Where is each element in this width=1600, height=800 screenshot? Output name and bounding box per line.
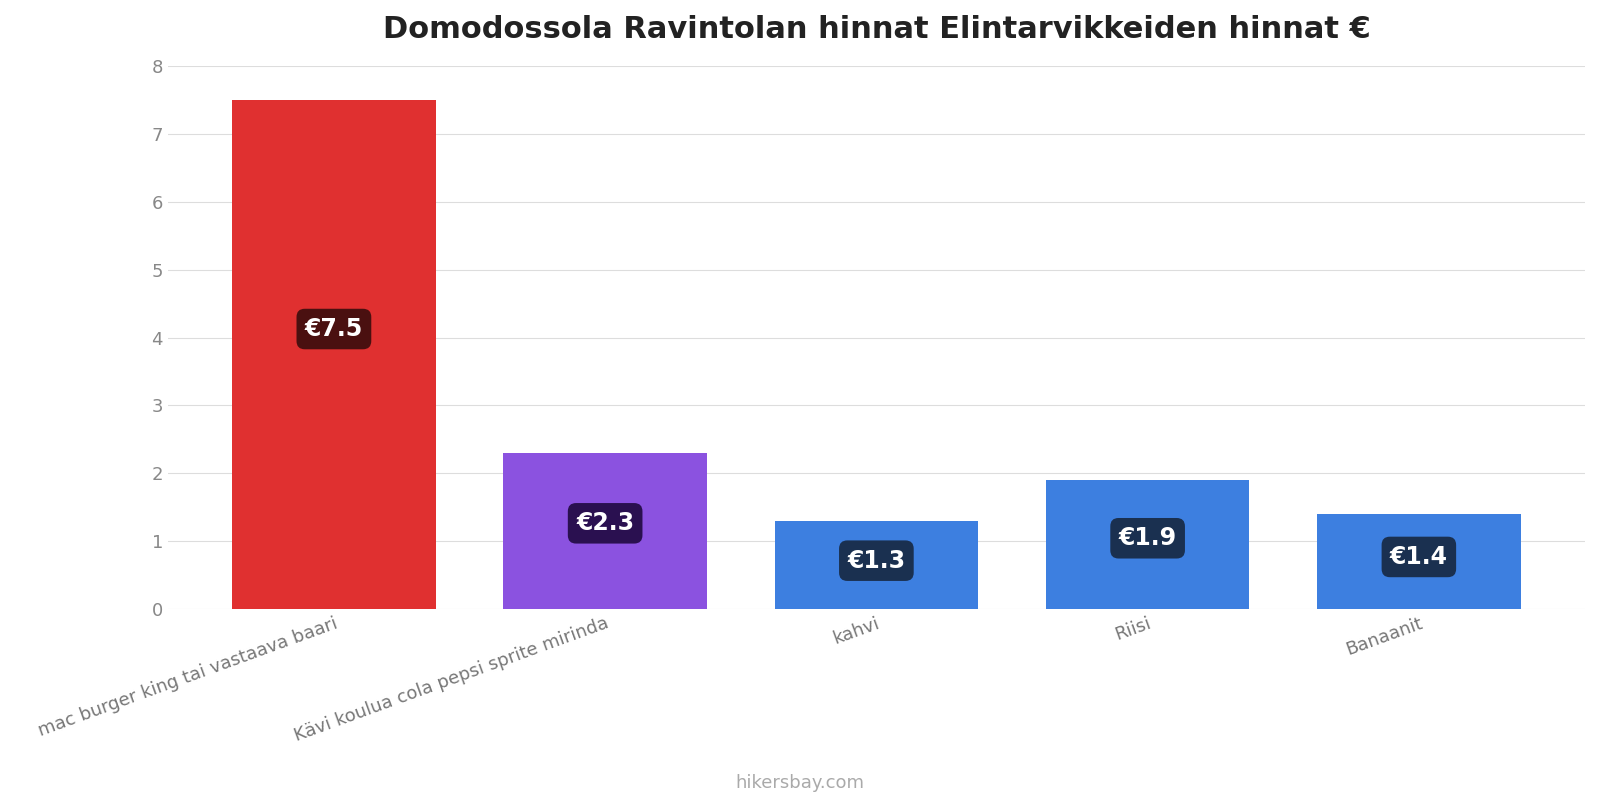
Bar [504,453,707,610]
Text: hikersbay.com: hikersbay.com [736,774,864,792]
Bar [232,100,435,610]
Bar [774,521,978,610]
Bar [1046,480,1250,610]
Title: Domodossola Ravintolan hinnat Elintarvikkeiden hinnat €: Domodossola Ravintolan hinnat Elintarvik… [382,15,1370,44]
Text: €1.4: €1.4 [1390,545,1448,569]
Text: €1.3: €1.3 [848,549,906,573]
Text: €2.3: €2.3 [576,511,634,535]
Bar [1317,514,1520,610]
Text: €7.5: €7.5 [304,317,363,341]
Text: €1.9: €1.9 [1118,526,1176,550]
